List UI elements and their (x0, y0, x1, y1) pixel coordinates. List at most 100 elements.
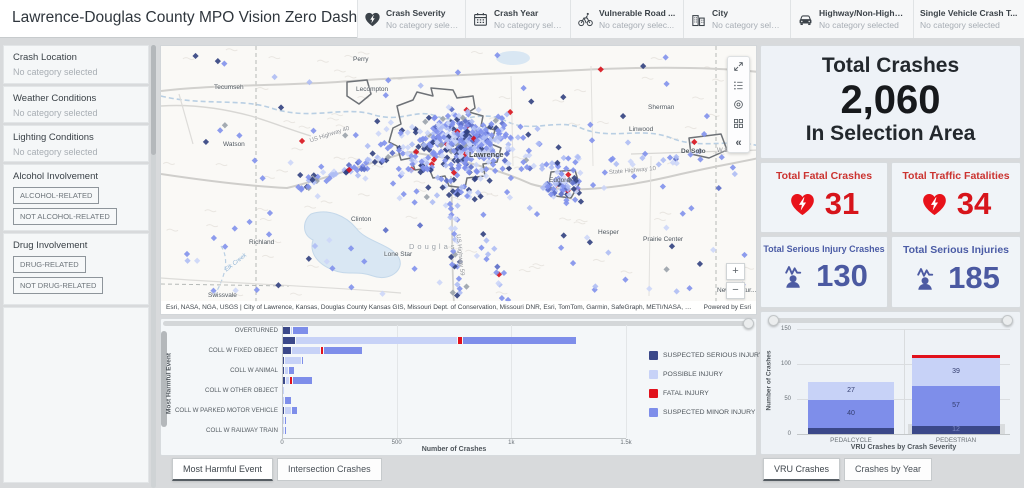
basemap-icon[interactable] (728, 95, 749, 114)
legend-item: SUSPECTED SERIOUS INJURY (649, 351, 763, 360)
stat-card-1: Total Traffic Fatalities34 (891, 162, 1021, 233)
tab-intersection-crashes[interactable]: Intersection Crashes (277, 458, 382, 481)
bar-segment-serious[interactable] (283, 357, 284, 364)
sidebar-filter-button[interactable]: ALCOHOL-RELATED (13, 187, 99, 204)
vru-chart-title: VRU Crashes by Crash Severity (797, 444, 1010, 451)
bar-segment-2[interactable]: 39 (912, 358, 1000, 385)
legend-item: SUSPECTED MINOR INJURY (649, 408, 755, 417)
bar-segment-possible[interactable] (285, 357, 301, 364)
filter-label: Highway/Non-Highway ... (819, 8, 907, 18)
filter-tile-3[interactable]: City No category selec... (683, 0, 790, 38)
bar-segment-minor[interactable] (285, 427, 286, 434)
stat-card-3: Total Serious Injuries185 (891, 236, 1021, 308)
bar-segment-serious[interactable] (283, 347, 291, 354)
sidebar-filter-button[interactable]: NOT DRUG-RELATED (13, 277, 103, 294)
bar-segment-serious[interactable] (283, 377, 285, 384)
mhe-bar-row[interactable] (283, 347, 362, 354)
bar-segment-serious[interactable] (283, 337, 295, 344)
legend-item: POSSIBLE INJURY (649, 370, 723, 379)
chart-scrollbar-horizontal[interactable] (163, 321, 754, 326)
bar-segment-fatal[interactable] (290, 377, 292, 384)
bar-segment-possible[interactable] (292, 347, 320, 354)
mhe-bar-row[interactable] (283, 427, 286, 434)
mhe-bar-row[interactable] (283, 367, 294, 374)
tab-most-harmful-event[interactable]: Most Harmful Event (172, 458, 273, 481)
legend-item: FATAL INJURY (649, 389, 709, 398)
chart-scrollbar-handle[interactable] (743, 318, 754, 329)
bar-segment-0[interactable] (808, 428, 894, 434)
filter-status: No category selec... (599, 20, 675, 30)
bar-segment-possible[interactable] (296, 337, 457, 344)
bar-segment-minor[interactable] (324, 347, 362, 354)
mhe-x-tick: 0 (280, 440, 283, 446)
expand-icon[interactable] (728, 57, 749, 76)
bar-segment-possible[interactable] (283, 417, 284, 424)
legend-swatch (649, 370, 658, 379)
bar-segment-possible[interactable] (286, 377, 289, 384)
map-canvas[interactable] (161, 46, 757, 303)
mhe-bar-row[interactable] (283, 377, 312, 384)
bar-segment-3[interactable] (912, 355, 1000, 359)
total-crashes-value: 2,060 (761, 78, 1020, 122)
bar-segment-possible[interactable] (283, 397, 284, 404)
bar-segment-minor[interactable] (302, 357, 303, 364)
filter-tile-1[interactable]: Crash Year No category selec... (465, 0, 570, 38)
filter-label: Crash Year (494, 8, 564, 18)
bar-segment-possible[interactable] (291, 327, 292, 334)
mhe-category-label: COLL W RAILWAY TRAIN (165, 427, 278, 434)
sidebar-filter-button[interactable]: NOT ALCOHOL-RELATED (13, 208, 117, 225)
bar-segment-serious[interactable] (283, 407, 284, 414)
mhe-x-tick: 1.5k (620, 440, 631, 446)
mhe-bar-row[interactable] (283, 337, 576, 344)
bar-segment-possible[interactable] (283, 387, 284, 394)
bar-segment-1[interactable]: 40 (808, 400, 894, 428)
tab-crashes-by-year[interactable]: Crashes by Year (844, 458, 932, 481)
bar-segment-serious[interactable] (283, 327, 290, 334)
layer-list-icon[interactable] (728, 76, 749, 95)
bar-segment-minor[interactable] (293, 377, 312, 384)
bar-segment-minor[interactable] (285, 417, 286, 424)
zoom-in-button[interactable]: + (726, 263, 745, 280)
mhe-bar-row[interactable] (283, 397, 291, 404)
bar-segment-minor[interactable] (289, 367, 294, 374)
vru-category-label: PEDESTRIAN (936, 437, 976, 444)
sidebar-section: Alcohol Involvement ALCOHOL-RELATEDNOT A… (3, 164, 149, 231)
bar-segment-minor[interactable] (292, 407, 297, 414)
mhe-bar-row[interactable] (283, 407, 297, 414)
tab-vru-crashes[interactable]: VRU Crashes (763, 458, 840, 481)
map-panel[interactable]: TecumsehPerryLecomptonWatsonLawrenceClin… (160, 45, 757, 315)
sidebar-section-title: Lighting Conditions (13, 132, 94, 143)
bar-segment-minor[interactable] (463, 337, 575, 344)
bar-segment-possible[interactable] (285, 407, 291, 414)
vru-range-slider[interactable] (773, 318, 1008, 323)
bar-segment-2[interactable]: 27 (808, 382, 894, 401)
filter-tile-0[interactable]: Crash Severity No category selec... (357, 0, 465, 38)
bar-segment-1[interactable]: 57 (912, 386, 1000, 426)
bar-segment-possible[interactable] (285, 367, 288, 374)
basemap-gallery-icon[interactable] (728, 114, 749, 133)
mhe-bar-row[interactable] (283, 417, 286, 424)
filter-tile-5[interactable]: Single Vehicle Crash T... No category se… (913, 0, 1024, 38)
mhe-bar-row[interactable] (283, 387, 284, 394)
bar-segment-minor[interactable] (285, 397, 291, 404)
filter-tile-2[interactable]: Vulnerable Road ... No category selec... (570, 0, 683, 38)
zoom-out-button[interactable]: − (726, 282, 745, 299)
mhe-bar-row[interactable] (283, 357, 303, 364)
bar-segment-fatal[interactable] (458, 337, 463, 344)
sidebar-section: Weather Conditions No category selected (3, 86, 149, 123)
bar-segment-fatal[interactable] (321, 347, 323, 354)
bar-segment-minor[interactable] (293, 327, 308, 334)
bar-segment-0[interactable]: 12 (912, 426, 1000, 434)
mhe-bar-row[interactable] (283, 327, 308, 334)
vru-slider-handle-left[interactable] (768, 315, 779, 326)
bar-segment-possible[interactable] (283, 427, 284, 434)
total-crashes-title: Total Crashes (761, 54, 1020, 78)
collapse-icon[interactable]: « (728, 133, 749, 152)
sidebar-scrollbar-thumb[interactable] (151, 45, 156, 155)
bar-segment-serious[interactable] (283, 367, 284, 374)
sidebar-scrollbar[interactable] (151, 45, 156, 488)
mhe-category-label: OVERTURNED (165, 327, 278, 334)
vru-slider-handle-right[interactable] (1002, 315, 1013, 326)
sidebar-filter-button[interactable]: DRUG-RELATED (13, 256, 86, 273)
filter-tile-4[interactable]: Highway/Non-Highway ... No category sele… (790, 0, 913, 38)
